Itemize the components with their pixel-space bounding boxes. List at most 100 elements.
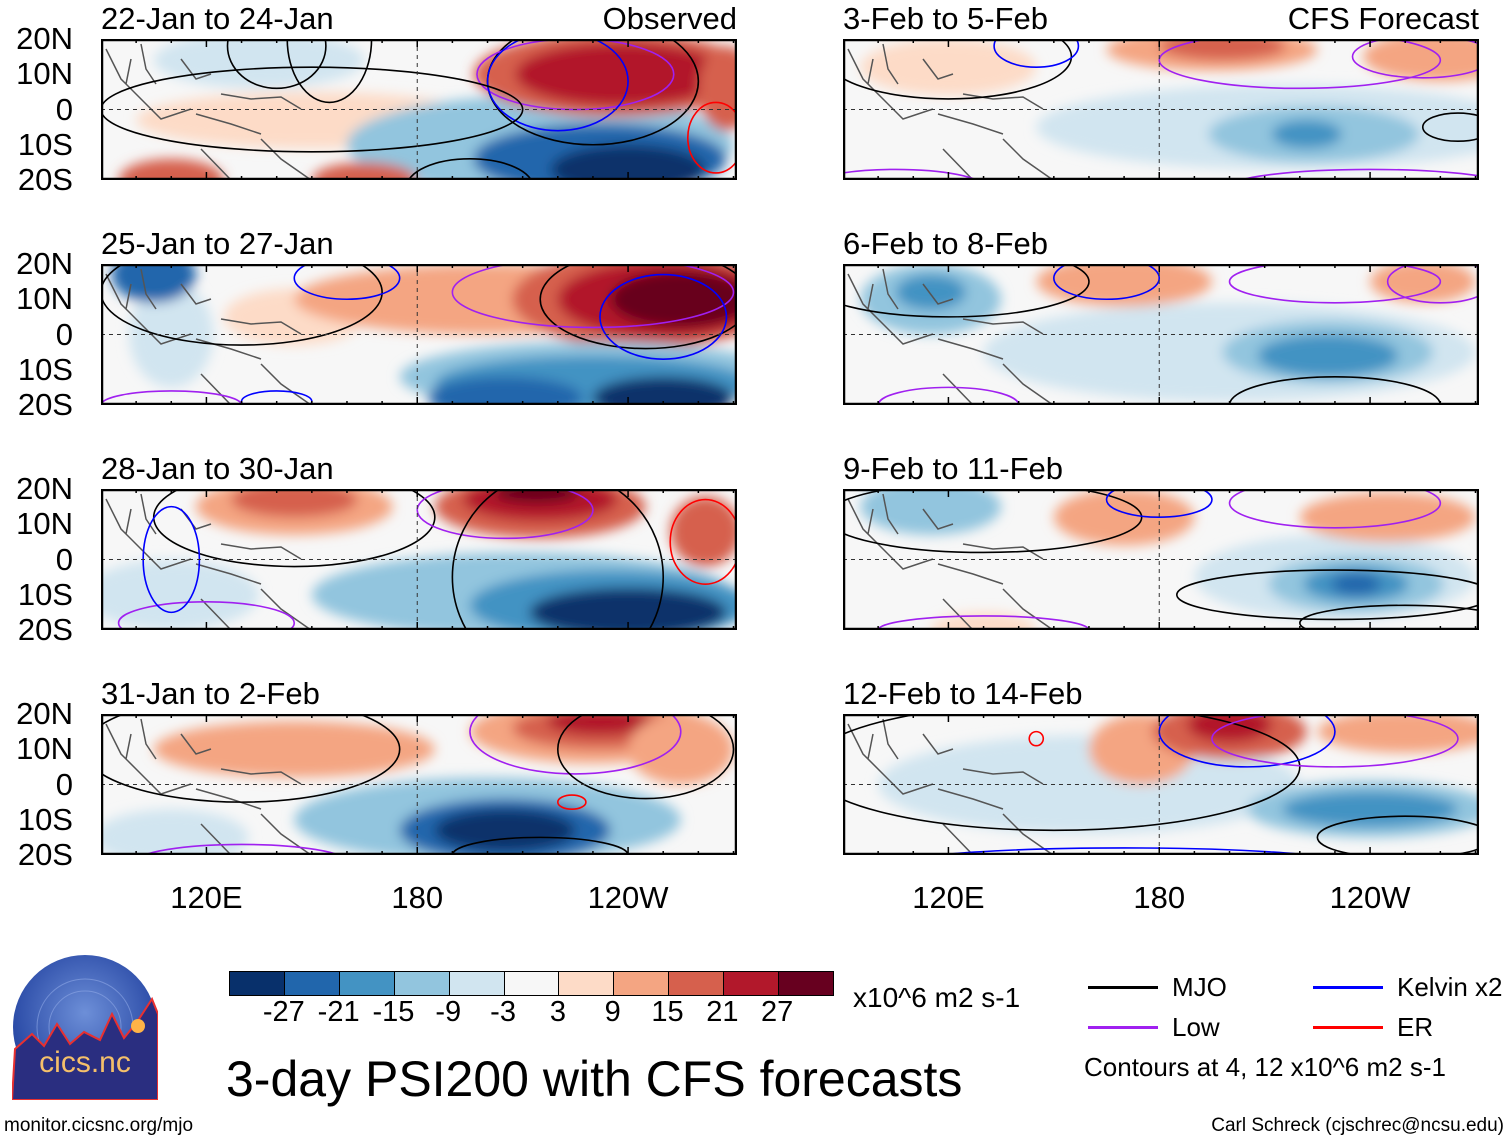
anomaly-shading — [628, 714, 734, 785]
filtered-contour — [1158, 39, 1442, 90]
panel-frame — [101, 489, 737, 630]
filtered-contour — [877, 615, 1090, 630]
panel-frame — [843, 714, 1479, 855]
lat-label: 0 — [55, 766, 73, 802]
colorbar — [229, 971, 834, 996]
anomaly-shading — [860, 489, 1002, 535]
colorbar-label: -21 — [317, 996, 360, 1028]
lat-label: 10N — [16, 731, 73, 767]
filtered-contour — [293, 264, 401, 301]
panel-title: 22-Jan to 24-Jan — [101, 1, 334, 36]
filtered-contour — [407, 158, 533, 180]
colorbar-swatch — [559, 972, 615, 995]
colorbar-swatch — [284, 972, 340, 995]
colorbar-swatch — [449, 972, 505, 995]
anomaly-shading — [895, 274, 966, 310]
panel-title: 28-Jan to 30-Jan — [101, 451, 334, 486]
filtered-contour — [451, 489, 664, 630]
filtered-contour — [843, 714, 1301, 832]
colorbar-swatch — [394, 972, 450, 995]
legend-label: ER — [1397, 1012, 1434, 1042]
anomaly-shading — [311, 162, 418, 180]
lat-label: 20N — [16, 21, 73, 56]
colorbar-label: -15 — [372, 996, 415, 1028]
filtered-contour — [993, 39, 1080, 68]
anomaly-shading — [515, 42, 727, 106]
panel-title: 25-Jan to 27-Jan — [101, 226, 334, 261]
colorbar-swatch — [230, 972, 285, 995]
filtered-contour — [117, 601, 296, 630]
lat-label: 20N — [16, 696, 73, 731]
colorbar-label: 3 — [549, 996, 566, 1028]
filtered-contour — [843, 489, 1143, 554]
psi200-map-panel — [101, 264, 737, 405]
psi200-map-panel — [101, 489, 737, 630]
lon-label: 120E — [170, 880, 243, 915]
filtered-contour — [451, 836, 629, 855]
legend-line-swatch — [1088, 986, 1158, 989]
anomaly-shading — [1282, 791, 1458, 827]
anomaly-shading — [434, 809, 576, 852]
anomaly-shading — [547, 714, 653, 736]
anomaly-shading — [670, 496, 737, 567]
psi200-map-panel — [843, 39, 1479, 180]
panel-title: 31-Jan to 2-Feb — [101, 676, 320, 711]
filtered-contour — [1028, 730, 1045, 747]
legend-label: Low — [1172, 1012, 1220, 1042]
filtered-contour — [557, 714, 735, 800]
coastline — [105, 493, 312, 630]
legend-line-swatch — [1313, 1026, 1383, 1029]
lat-label: 20N — [16, 471, 73, 506]
filtered-contour — [226, 39, 327, 90]
colorbar-label: -27 — [262, 996, 305, 1028]
filtered-contour — [1228, 489, 1442, 529]
coastline — [105, 43, 312, 180]
coastline — [105, 718, 312, 855]
colorbar-label: 15 — [651, 996, 684, 1028]
filtered-contour — [1211, 714, 1459, 768]
colorbar-label: -9 — [435, 996, 462, 1028]
coastline — [847, 493, 1054, 630]
filtered-contour — [843, 264, 1090, 318]
panel-frame — [843, 39, 1479, 180]
filtered-contour — [1386, 264, 1479, 304]
panel-frame — [101, 264, 737, 405]
legend-label: Kelvin x2 — [1397, 972, 1503, 1002]
lon-label: 180 — [391, 880, 444, 915]
filtered-contour — [101, 714, 401, 803]
colorbar-swatch — [614, 972, 670, 995]
filtered-contour — [1228, 264, 1442, 304]
lat-label: 10N — [16, 506, 73, 542]
figure-title: 3-day PSI200 with CFS forecasts — [226, 1051, 963, 1107]
anomaly-shading — [529, 587, 727, 630]
logo-text: cics.nc — [39, 1046, 131, 1079]
colorbar-swatch — [669, 972, 725, 995]
lat-label: 10S — [17, 351, 73, 387]
anomaly-shading — [1331, 573, 1381, 595]
footer-author: Carl Schreck (cjschrec@ncsu.edu) — [1211, 1115, 1504, 1136]
filtered-contour — [142, 843, 341, 855]
coastline — [847, 43, 1054, 180]
colorbar-label: 21 — [706, 996, 739, 1028]
psi200-map-panel — [101, 714, 737, 855]
footer-url[interactable]: monitor.cicsnc.org/mjo — [4, 1115, 194, 1136]
colorbar-label: 9 — [604, 996, 621, 1028]
cicsnc-logo: cics.nc — [10, 954, 159, 1101]
panel-source-tag: Observed — [602, 1, 737, 36]
panel-frame — [843, 489, 1479, 630]
lon-label: 120E — [912, 880, 985, 915]
lat-label: 0 — [55, 541, 73, 577]
legend-line-swatch — [1088, 1026, 1158, 1029]
filtered-contour — [1421, 112, 1479, 143]
psi200-map-panel — [843, 264, 1479, 405]
filtered-contour — [877, 386, 1020, 405]
lat-label: 20S — [17, 162, 73, 197]
legend-label: MJO — [1172, 972, 1227, 1002]
lat-label: 20S — [17, 387, 73, 422]
coastline — [105, 268, 312, 405]
psi200-map-panel — [843, 489, 1479, 630]
filtered-contour — [101, 264, 383, 346]
filtered-contour — [687, 101, 737, 174]
lat-label: 0 — [55, 91, 73, 127]
filtered-contour — [1316, 815, 1479, 855]
